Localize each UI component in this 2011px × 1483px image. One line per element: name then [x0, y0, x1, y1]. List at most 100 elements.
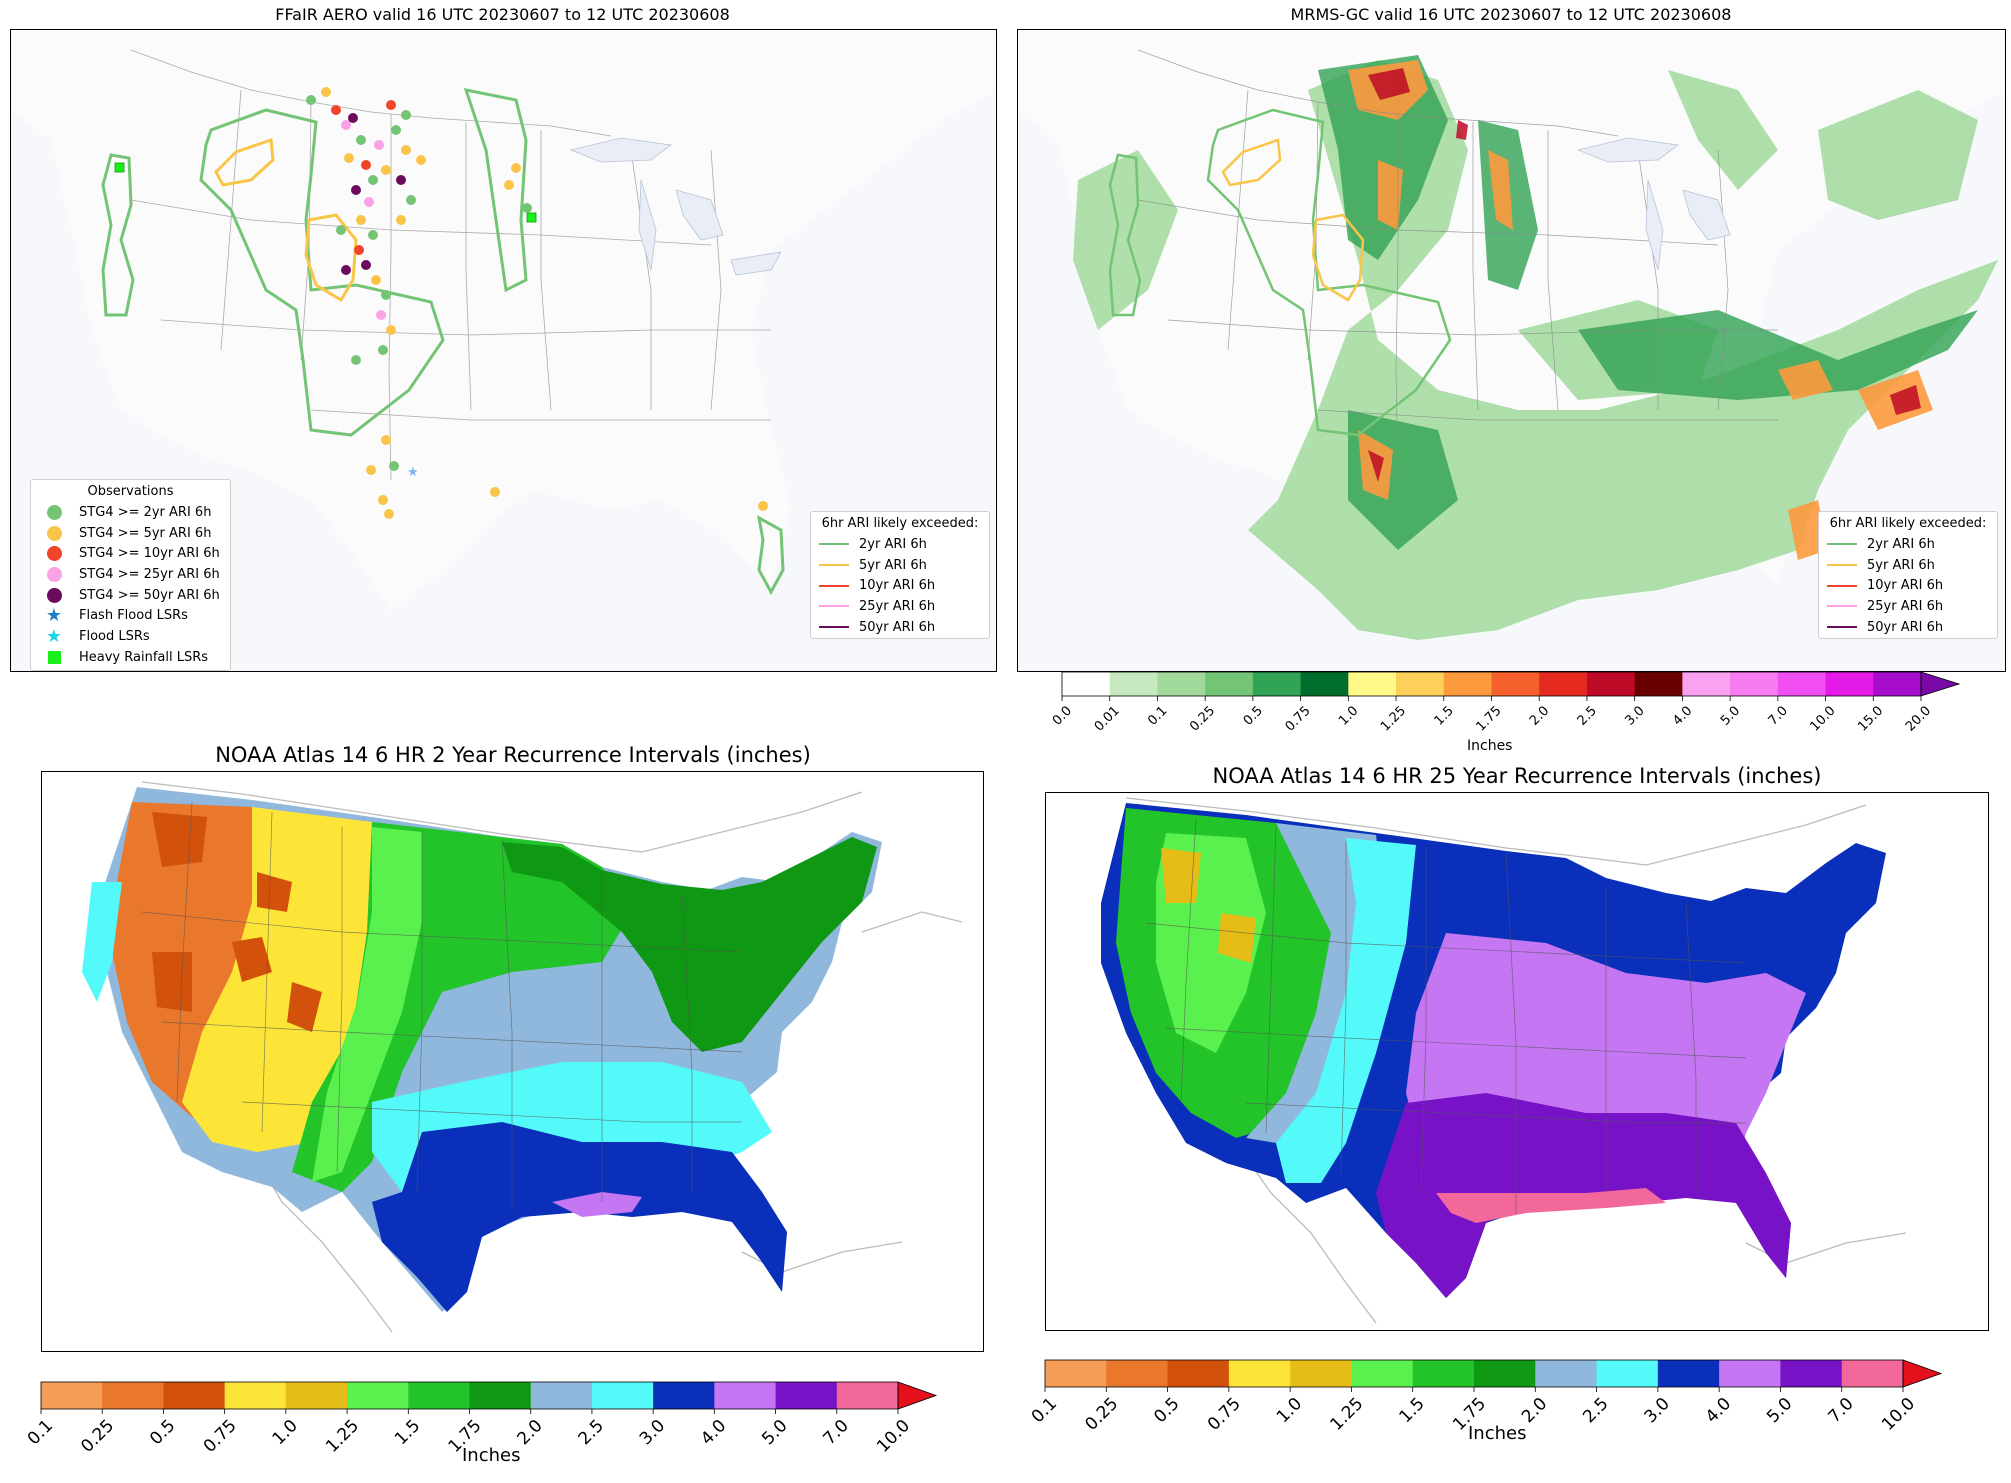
colorbar-segment [1412, 1360, 1475, 1387]
colorbar-segment [1045, 1360, 1107, 1387]
colorbar-tick-label: 3.0 [1641, 1394, 1674, 1427]
colorbar-tick-label: 0.25 [1187, 703, 1218, 734]
colorbar-svg: 0.1 0.25 0.5 0.75 1.0 1.25 1.5 1.75 2.0 2.5 3.0 4.0… [24, 1381, 938, 1457]
colorbar-tick-label: 7.0 [820, 1416, 853, 1449]
purple-coast [552, 1192, 642, 1217]
legend-entry-label: 5yr ARI 6h [1867, 557, 1935, 573]
legend-entry-stg4-2yr: STG4 >= 2yr ARI 6h [31, 502, 230, 523]
colorbar-tick-label: 15.0 [1855, 703, 1886, 734]
legend-entry-10yr: 10yr ARI 6h [811, 575, 989, 596]
colorbar-segment [1777, 672, 1827, 696]
state-borders [1145, 817, 1747, 1213]
legend-entry-10yr: 10yr ARI 6h [1819, 575, 1997, 596]
colorbar-segment [775, 1382, 838, 1409]
colorbar-tick-label: 1.0 [1336, 703, 1361, 728]
line-swatch-icon [1827, 564, 1857, 567]
legend-entry-label: STG4 >= 5yr ARI 6h [79, 525, 212, 541]
legend-entry-label: STG4 >= 50yr ARI 6h [79, 587, 220, 603]
mrms-map-svg [1018, 30, 2005, 640]
colorbar-segment [591, 1382, 654, 1409]
legend-entry-50yr: 50yr ARI 6h [1819, 617, 1997, 638]
colorbar-tick-label: 10.0 [1808, 703, 1839, 734]
mrms-panel-title: MRMS-GC valid 16 UTC 20230607 to 12 UTC … [1290, 5, 1732, 24]
legend-entry-label: Flood LSRs [79, 628, 150, 644]
legend-entry-label: Heavy Rainfall LSRs [79, 649, 209, 665]
mrms-map [1017, 29, 2006, 672]
colorbar-tick-label: 0.25 [77, 1416, 118, 1457]
colorbar-tick-label: 0.25 [1081, 1394, 1122, 1435]
colorbar-segment [1396, 672, 1445, 696]
colorbar-segment [1596, 1360, 1659, 1387]
line-swatch-icon [1827, 543, 1857, 546]
colorbar-segment [1106, 1360, 1169, 1387]
line-swatch-icon [819, 564, 849, 567]
colorbar-segment [1109, 672, 1158, 696]
colorbar-segment [469, 1382, 532, 1409]
colorbar-segment [224, 1382, 287, 1409]
precip-red [1368, 68, 1921, 482]
heavy-rainfall-lsr-markers [114, 162, 537, 223]
legend-entry-label: 25yr ARI 6h [859, 598, 936, 614]
colorbar-svg: 0.1 0.25 0.5 0.75 1.0 1.25 1.5 1.75 2.0 2.5 3.0 4.0… [1028, 1359, 1943, 1435]
legend-entry-label: 50yr ARI 6h [1867, 619, 1944, 635]
state-borders [1137, 49, 1778, 481]
legend-entry-label: 10yr ARI 6h [1867, 578, 1944, 594]
colorbar-segment [1300, 672, 1349, 696]
colorbar-segment [1535, 1360, 1598, 1387]
atlas-25yr-colorbar-label: Inches [1468, 1423, 1527, 1444]
atlas-2yr-map [41, 771, 984, 1352]
colorbar-tick-label: 1.5 [1432, 703, 1457, 728]
pink-coast [1436, 1188, 1666, 1223]
colorbar-segment [1491, 672, 1540, 696]
colorbar-segment [347, 1382, 409, 1409]
ffair-ari-contours [101, 88, 785, 596]
legend-entry-label: 5yr ARI 6h [859, 557, 927, 573]
colorbar-tick-label: 1.75 [1473, 703, 1504, 734]
atlas-25yr-colorbar: 0.1 0.25 0.5 0.75 1.0 1.25 1.5 1.75 2.0 2.5 3.0 4.0… [1028, 1359, 1943, 1435]
legend-entry-label: STG4 >= 2yr ARI 6h [79, 504, 212, 520]
circle-marker-icon [46, 566, 62, 582]
ffair-map-svg: ★ [11, 30, 996, 610]
colorbar-segment [1719, 1360, 1781, 1387]
colorbar-segment [163, 1382, 226, 1409]
colorbar-tick-label: 1.5 [391, 1416, 424, 1449]
colorbar-segment [1443, 672, 1492, 696]
colorbar-tick-label: 4.0 [1702, 1394, 1735, 1427]
colorbar-tick-label: 7.0 [1766, 703, 1791, 728]
colorbar-segment [408, 1382, 470, 1409]
colorbar-segment [1252, 672, 1302, 696]
colorbar-tick-label: 2.0 [1527, 703, 1552, 728]
colorbar-extend-arrow [1902, 1359, 1943, 1388]
colorbar-segment [1586, 672, 1636, 696]
atlas-25yr-map [1045, 792, 1989, 1331]
legend-entry-flood-lsr: ★ Flood LSRs [31, 626, 230, 647]
colorbar-tick-label: 1.5 [1395, 1394, 1428, 1427]
colorbar-segment [1539, 672, 1588, 696]
precip-dark-green [1318, 55, 1978, 550]
circle-marker-icon [46, 587, 62, 603]
legend-entry-label: 2yr ARI 6h [1867, 536, 1935, 552]
legend-entry-label: STG4 >= 25yr ARI 6h [79, 566, 220, 582]
ffair-panel-title: FFaIR AERO valid 16 UTC 20230607 to 12 U… [275, 5, 730, 24]
colorbar-tick-label: 2.5 [1579, 1394, 1612, 1427]
colorbar-tick-label: 10.0 [1878, 1394, 1919, 1435]
colorbar-tick-label: 0.5 [1241, 703, 1266, 728]
colorbar-extend-arrow [1920, 671, 1961, 697]
atlas-2yr-colorbar: 0.1 0.25 0.5 0.75 1.0 1.25 1.5 1.75 2.0 2.5 3.0 4.0… [24, 1381, 938, 1457]
line-swatch-icon [819, 605, 849, 608]
colorbar-svg: 0.0 0.01 0.1 0.25 0.5 0.75 1.0 1.25 1.5 1.75 2.0 2.… [1050, 671, 1961, 735]
colorbar-tick-label: 0.5 [146, 1416, 179, 1449]
colorbar-tick-label: 1.25 [322, 1416, 363, 1457]
colorbar-segment [836, 1382, 899, 1409]
colorbar-tick-label: 5.0 [758, 1416, 791, 1449]
line-swatch-icon [1827, 605, 1857, 608]
colorbar-tick-label: 7.0 [1824, 1394, 1857, 1427]
colorbar-tick-label: 5.0 [1763, 1394, 1796, 1427]
cyan-west [82, 882, 122, 1002]
colorbar-tick-label: 0.1 [1145, 703, 1170, 728]
colorbar-segment [285, 1382, 348, 1409]
colorbar-tick-label: 0.5 [1150, 1394, 1183, 1427]
legend-entry-label: 25yr ARI 6h [1867, 598, 1944, 614]
great-lakes [1576, 137, 1731, 271]
colorbar-segment [1205, 672, 1254, 696]
